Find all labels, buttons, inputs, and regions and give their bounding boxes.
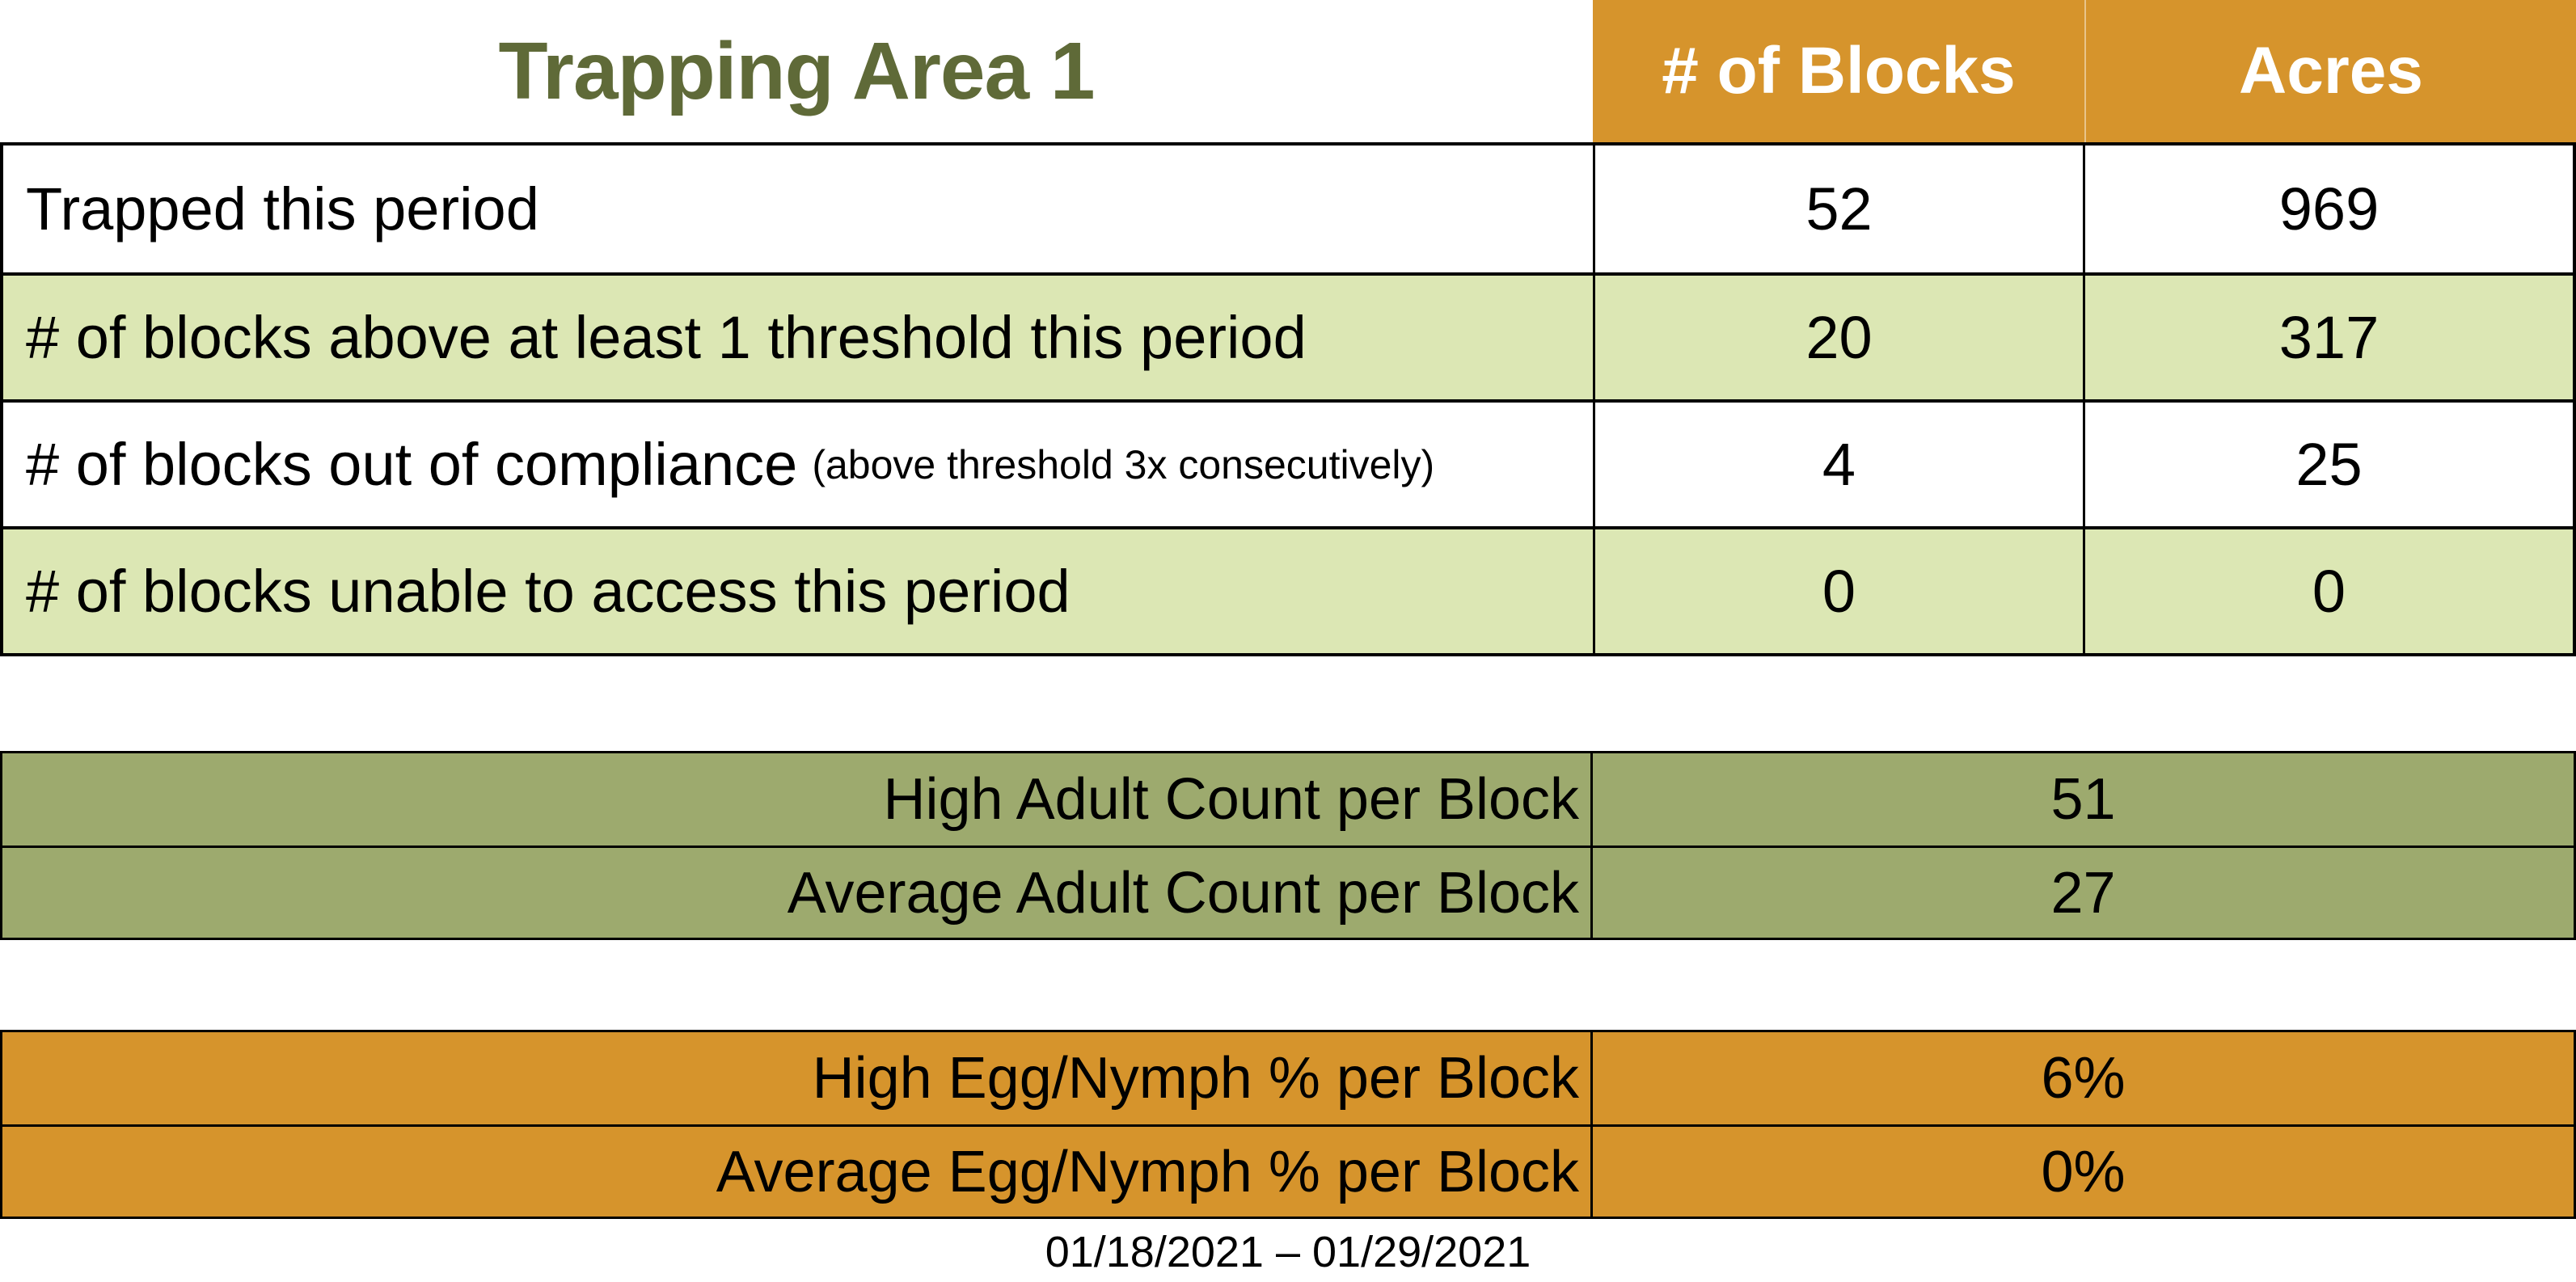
column-header-blocks: # of Blocks [1593,0,2084,142]
egg-nymph-section: High Egg/Nymph % per Block 6% Average Eg… [0,1030,2576,1219]
blocks-value: 4 [1593,403,2083,526]
row-label: Average Egg/Nymph % per Block [2,1127,1593,1217]
table-row: High Adult Count per Block 51 [2,753,2574,846]
date-range: 01/18/2021 – 01/29/2021 [1045,1228,1531,1276]
acres-value: 317 [2083,276,2573,399]
row-value: 6% [2041,1046,2126,1111]
acres-value: 25 [2083,403,2573,526]
column-header-acres: Acres [2084,0,2576,142]
row-label: # of blocks above at least 1 threshold t… [3,276,1593,399]
adult-count-section: High Adult Count per Block 51 Average Ad… [0,751,2576,940]
table-row: Average Adult Count per Block 27 [2,846,2574,938]
blocks-value: 20 [1593,276,2083,399]
blocks-value: 52 [1593,145,2083,272]
acres-value: 0 [2083,529,2573,653]
table-row: # of blocks unable to access this period… [3,526,2573,653]
row-label-text: # of blocks above at least 1 threshold t… [26,304,1307,371]
row-label: Average Adult Count per Block [2,848,1593,938]
main-table: Trapped this period 52 969 # of blocks a… [0,142,2576,656]
row-label-text: Trapped this period [26,175,539,242]
table-row: Trapped this period 52 969 [3,145,2573,272]
page-title: Trapping Area 1 [498,25,1095,116]
table-row: # of blocks out of compliance (above thr… [3,399,2573,526]
row-label-note: (above threshold 3x consecutively) [812,441,1435,487]
row-value: 0% [2041,1139,2126,1204]
row-label: High Adult Count per Block [2,753,1593,846]
row-label-text: # of blocks out of compliance [26,431,798,498]
row-value: 27 [2050,860,2116,926]
row-label: # of blocks unable to access this period [3,529,1593,653]
row-label-text: # of blocks unable to access this period [26,558,1071,625]
table-row: Average Egg/Nymph % per Block 0% [2,1124,2574,1217]
blocks-value: 0 [1593,529,2083,653]
title-cell: Trapping Area 1 [0,0,1593,142]
table-row: High Egg/Nymph % per Block 6% [2,1032,2574,1124]
table-row: # of blocks above at least 1 threshold t… [3,272,2573,399]
row-label: # of blocks out of compliance (above thr… [3,403,1593,526]
acres-value: 969 [2083,145,2573,272]
row-label: Trapped this period [3,145,1593,272]
row-value: 51 [2050,767,2116,832]
row-label: High Egg/Nymph % per Block [2,1032,1593,1124]
header-row: Trapping Area 1 # of Blocks Acres [0,0,2576,142]
